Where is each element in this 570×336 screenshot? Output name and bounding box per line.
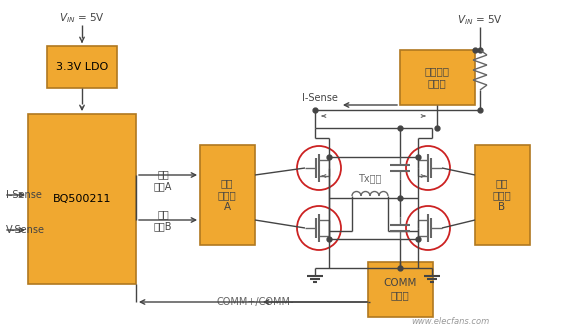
- Bar: [400, 50, 475, 105]
- Text: 栅极
驱动器
B: 栅极 驱动器 B: [492, 178, 511, 212]
- Text: $V_{IN}$ = 5V: $V_{IN}$ = 5V: [59, 11, 105, 25]
- Text: I-Sense: I-Sense: [6, 190, 42, 200]
- Text: $V_{IN}$ = 5V: $V_{IN}$ = 5V: [457, 13, 503, 27]
- Text: www.elecfans.com: www.elecfans.com: [411, 318, 489, 327]
- Text: BQ500211: BQ500211: [53, 194, 111, 204]
- Text: 栅极
驱动A: 栅极 驱动A: [154, 169, 172, 191]
- Bar: [28, 114, 136, 284]
- Text: Tx线圈: Tx线圈: [359, 173, 382, 183]
- Text: 电流检测
放大器: 电流检测 放大器: [425, 66, 450, 88]
- Bar: [200, 145, 255, 245]
- Text: COMM+/COMM-: COMM+/COMM-: [216, 297, 294, 307]
- Bar: [368, 262, 433, 317]
- Text: V-Sense: V-Sense: [6, 225, 45, 235]
- Text: 栅极
驱动器
A: 栅极 驱动器 A: [218, 178, 237, 212]
- Text: 3.3V LDO: 3.3V LDO: [56, 62, 108, 72]
- Text: 栅极
驱动B: 栅极 驱动B: [154, 209, 172, 231]
- Bar: [47, 46, 117, 88]
- Text: I-Sense: I-Sense: [302, 93, 338, 103]
- Text: COMM
分压器: COMM 分压器: [383, 278, 417, 300]
- Bar: [475, 145, 530, 245]
